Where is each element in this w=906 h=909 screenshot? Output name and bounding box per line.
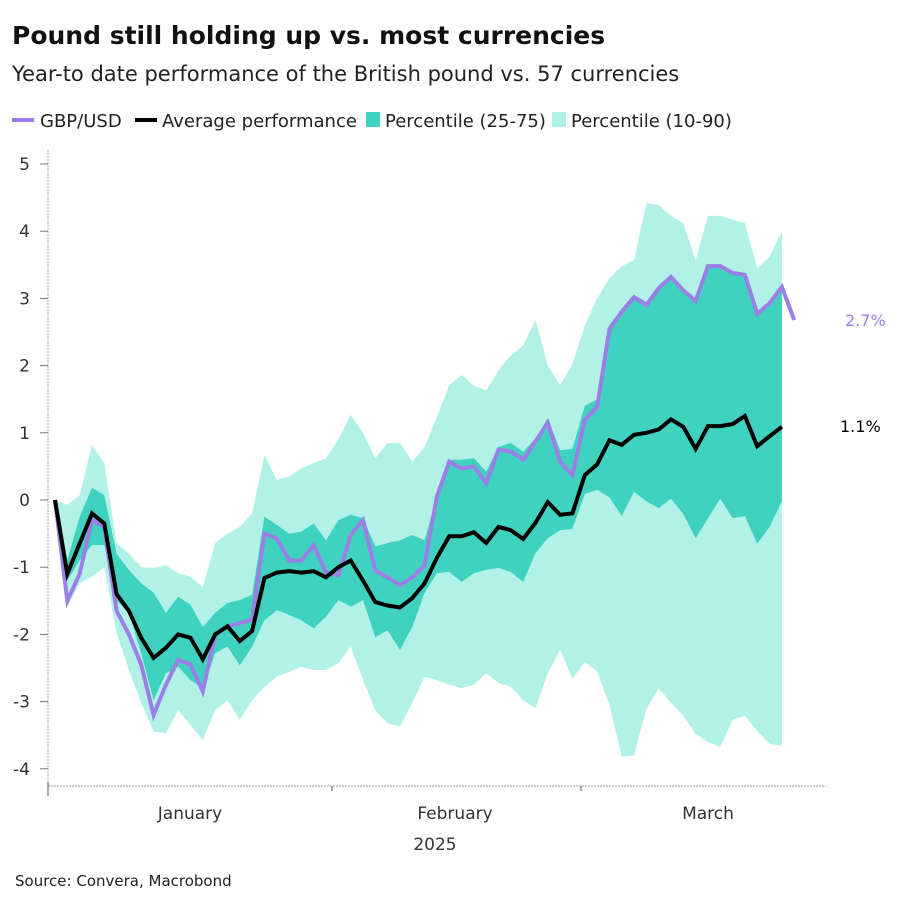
legend-swatch-percentile-25-75 xyxy=(366,112,380,127)
series-line-average-performance xyxy=(53,412,784,664)
legend-item-average: Average performance xyxy=(135,111,357,132)
chart-subtitle: Year-to date performance of the British … xyxy=(11,62,679,86)
x-tick-label-january: January xyxy=(157,804,222,824)
x-axis: January February March 2025 xyxy=(47,782,826,855)
y-tick-label: 2 xyxy=(19,357,30,377)
legend-label-gbpusd: GBP/USD xyxy=(40,111,122,132)
end-label-gbpusd: 2.7% xyxy=(845,311,886,330)
y-tick-label: 5 xyxy=(19,155,30,175)
x-tick-label-march: March xyxy=(682,804,734,824)
legend-label-average: Average performance xyxy=(162,111,357,132)
legend-item-percentile-10-90: Percentile (10-90) xyxy=(552,111,732,132)
y-tick-label: -4 xyxy=(13,760,30,780)
legend: GBP/USD Average performance Percentile (… xyxy=(12,111,732,132)
y-tick-label: 1 xyxy=(19,424,30,444)
x-year-label: 2025 xyxy=(413,835,456,855)
y-tick-label: -2 xyxy=(13,625,30,645)
y-tick-label: 3 xyxy=(19,289,30,309)
y-tick-label: -3 xyxy=(13,693,30,713)
chart-title: Pound still holding up vs. most currenci… xyxy=(12,21,605,50)
legend-swatch-percentile-10-90 xyxy=(552,112,566,127)
source-note: Source: Convera, Macrobond xyxy=(15,872,232,890)
legend-item-percentile-25-75: Percentile (25-75) xyxy=(366,111,546,132)
band-percentile-25-75 xyxy=(55,264,782,701)
y-tick-label: 0 xyxy=(19,491,30,511)
legend-label-percentile-25-75: Percentile (25-75) xyxy=(385,111,546,132)
y-tick-label: 4 xyxy=(19,222,30,242)
legend-label-percentile-10-90: Percentile (10-90) xyxy=(571,111,732,132)
x-tick-label-february: February xyxy=(417,804,492,824)
legend-item-gbpusd: GBP/USD xyxy=(12,111,122,132)
series-line-gbpusd xyxy=(53,264,797,722)
end-label-average: 1.1% xyxy=(840,417,881,436)
y-axis: 5 4 3 2 1 0 -1 -2 -3 -4 xyxy=(13,150,49,786)
y-tick-label: -1 xyxy=(13,558,30,578)
plot-area xyxy=(53,203,797,757)
